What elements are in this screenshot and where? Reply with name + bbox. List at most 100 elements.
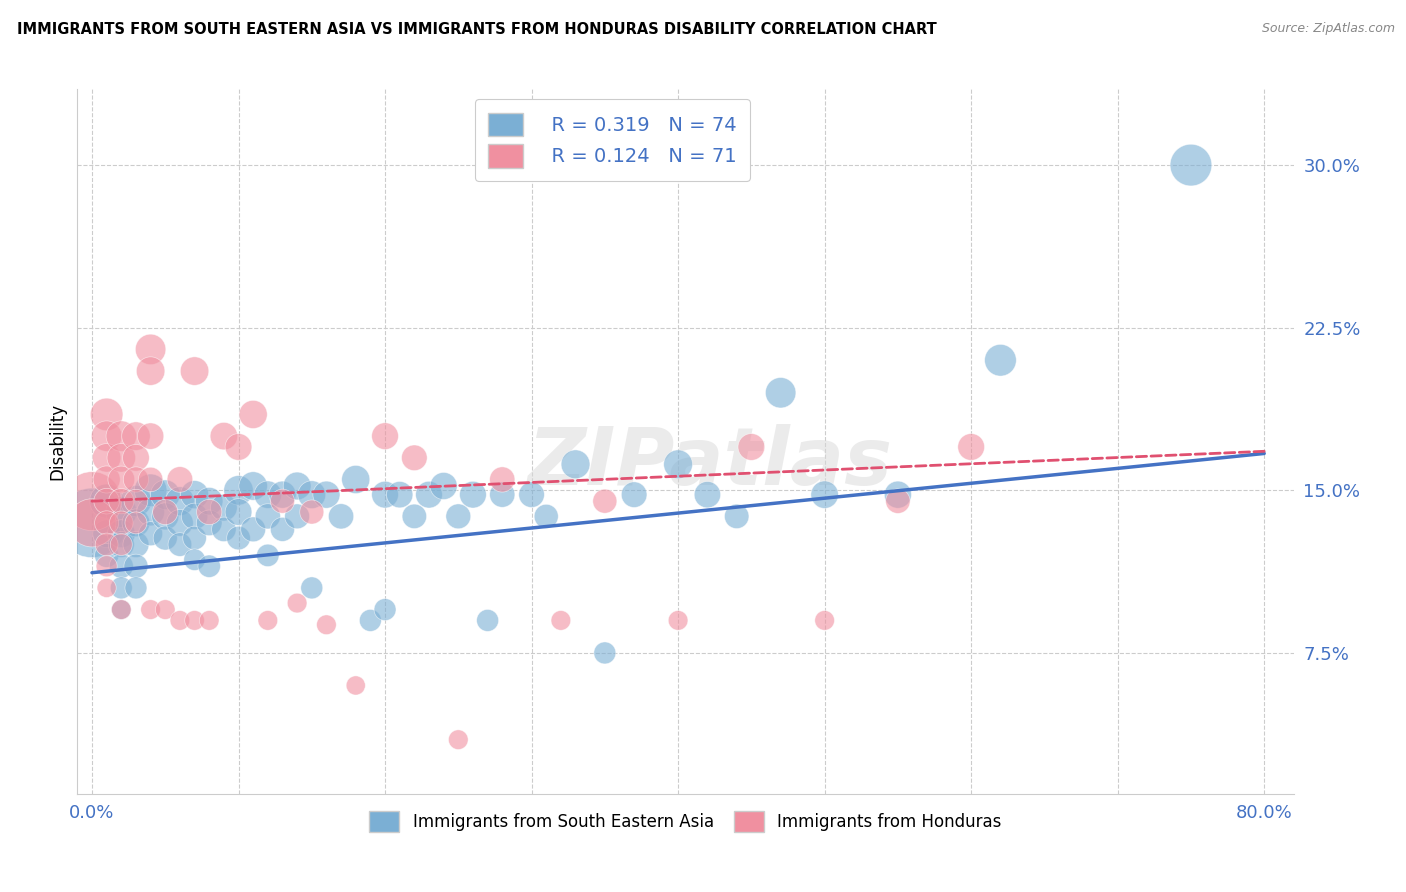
- Point: [96, 537, 118, 551]
- Point: [183, 488, 205, 502]
- Point: [447, 509, 470, 524]
- Point: [80, 494, 103, 508]
- Point: [155, 488, 177, 502]
- Point: [960, 440, 983, 454]
- Point: [301, 505, 323, 519]
- Point: [96, 526, 118, 541]
- Point: [315, 488, 337, 502]
- Point: [139, 429, 162, 443]
- Point: [110, 581, 132, 595]
- Point: [96, 494, 118, 508]
- Point: [96, 581, 118, 595]
- Text: ZIPatlas: ZIPatlas: [527, 424, 893, 501]
- Point: [593, 646, 616, 660]
- Point: [242, 408, 264, 422]
- Point: [418, 488, 440, 502]
- Point: [1180, 158, 1202, 172]
- Point: [271, 488, 294, 502]
- Point: [550, 614, 572, 628]
- Point: [477, 614, 499, 628]
- Point: [301, 488, 323, 502]
- Point: [212, 429, 235, 443]
- Point: [330, 509, 353, 524]
- Point: [110, 473, 132, 487]
- Point: [198, 559, 221, 574]
- Point: [80, 516, 103, 530]
- Point: [491, 473, 513, 487]
- Text: Source: ZipAtlas.com: Source: ZipAtlas.com: [1261, 22, 1395, 36]
- Point: [139, 505, 162, 519]
- Point: [769, 385, 792, 400]
- Point: [725, 509, 748, 524]
- Point: [110, 602, 132, 616]
- Point: [110, 505, 132, 519]
- Point: [666, 458, 689, 472]
- Point: [169, 494, 191, 508]
- Point: [359, 614, 381, 628]
- Point: [404, 509, 426, 524]
- Point: [593, 494, 616, 508]
- Point: [520, 488, 543, 502]
- Point: [623, 488, 645, 502]
- Point: [125, 473, 148, 487]
- Point: [155, 602, 177, 616]
- Point: [990, 353, 1012, 368]
- Point: [155, 531, 177, 545]
- Point: [155, 509, 177, 524]
- Point: [139, 364, 162, 378]
- Point: [696, 488, 718, 502]
- Point: [80, 516, 103, 530]
- Point: [96, 494, 118, 508]
- Point: [125, 450, 148, 465]
- Point: [125, 559, 148, 574]
- Point: [814, 614, 837, 628]
- Point: [169, 537, 191, 551]
- Point: [139, 343, 162, 357]
- Point: [183, 531, 205, 545]
- Point: [212, 500, 235, 515]
- Point: [198, 614, 221, 628]
- Point: [887, 488, 910, 502]
- Point: [125, 537, 148, 551]
- Point: [256, 549, 278, 563]
- Point: [228, 531, 250, 545]
- Point: [256, 614, 278, 628]
- Point: [125, 516, 148, 530]
- Point: [169, 516, 191, 530]
- Point: [433, 479, 456, 493]
- Point: [139, 526, 162, 541]
- Point: [183, 364, 205, 378]
- Point: [125, 494, 148, 508]
- Point: [96, 516, 118, 530]
- Point: [139, 602, 162, 616]
- Point: [374, 488, 396, 502]
- Point: [461, 488, 484, 502]
- Point: [814, 488, 837, 502]
- Point: [285, 479, 308, 493]
- Point: [110, 537, 132, 551]
- Point: [110, 450, 132, 465]
- Point: [96, 408, 118, 422]
- Point: [96, 450, 118, 465]
- Point: [256, 488, 278, 502]
- Point: [388, 488, 411, 502]
- Point: [887, 494, 910, 508]
- Point: [344, 473, 367, 487]
- Point: [301, 581, 323, 595]
- Point: [183, 509, 205, 524]
- Point: [125, 581, 148, 595]
- Point: [125, 516, 148, 530]
- Point: [96, 473, 118, 487]
- Point: [228, 440, 250, 454]
- Point: [139, 483, 162, 498]
- Point: [110, 516, 132, 530]
- Point: [198, 505, 221, 519]
- Point: [228, 505, 250, 519]
- Point: [169, 614, 191, 628]
- Point: [110, 559, 132, 574]
- Point: [183, 614, 205, 628]
- Point: [125, 429, 148, 443]
- Legend: Immigrants from South Eastern Asia, Immigrants from Honduras: Immigrants from South Eastern Asia, Immi…: [363, 805, 1008, 838]
- Text: IMMIGRANTS FROM SOUTH EASTERN ASIA VS IMMIGRANTS FROM HONDURAS DISABILITY CORREL: IMMIGRANTS FROM SOUTH EASTERN ASIA VS IM…: [17, 22, 936, 37]
- Point: [198, 516, 221, 530]
